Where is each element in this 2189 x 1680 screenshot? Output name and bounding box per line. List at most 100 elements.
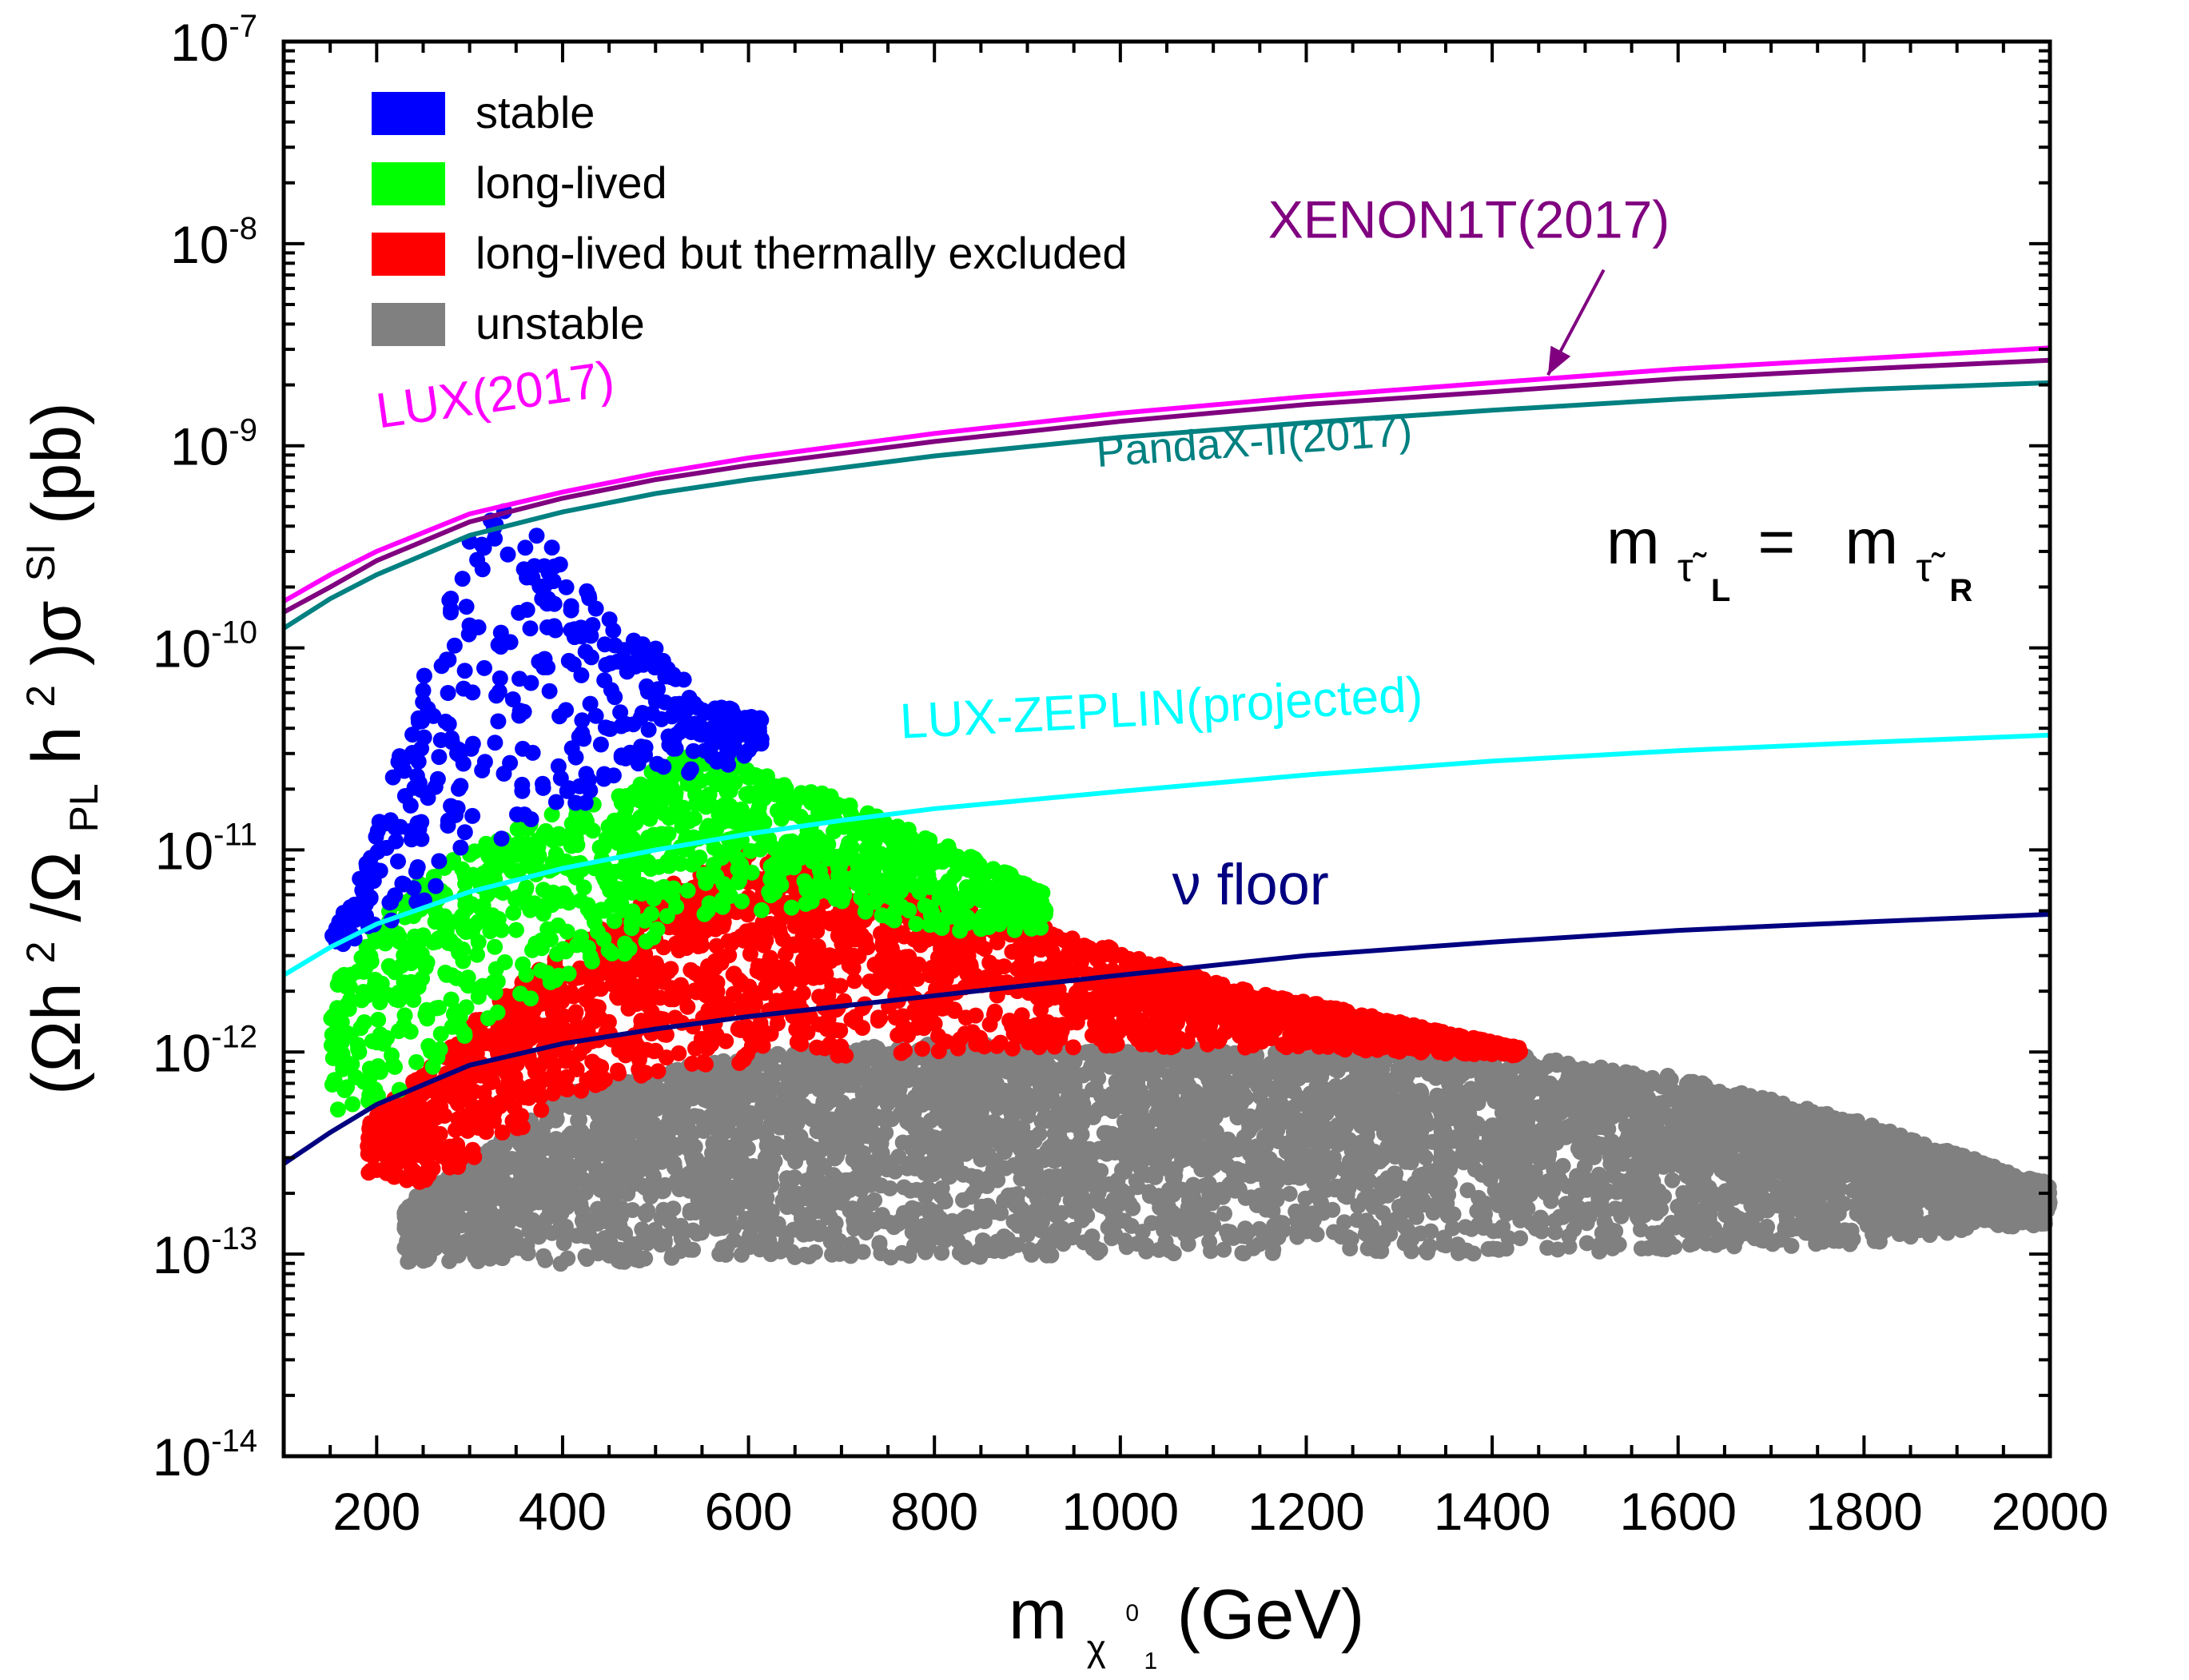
scatter-point: [465, 1228, 482, 1244]
scatter-point: [1081, 1062, 1098, 1079]
scatter-point: [1098, 1137, 1115, 1154]
scatter-point: [1931, 1211, 1947, 1228]
scatter-point: [718, 1246, 734, 1263]
scatter-point: [1872, 1209, 1889, 1226]
scatter-point: [1519, 1111, 1536, 1128]
scatter-point: [1598, 1203, 1614, 1220]
scatter-point: [552, 1256, 569, 1272]
scatter-point: [824, 1246, 840, 1263]
scatter-point: [1793, 1181, 1810, 1198]
scatter-point: [1317, 1120, 1334, 1137]
scatter-point: [1484, 1117, 1501, 1134]
scatter-point: [1512, 1212, 1529, 1228]
scatter-point: [865, 1164, 882, 1180]
scatter-point: [1215, 1188, 1232, 1205]
scatter-point: [707, 1100, 724, 1117]
scatter-point: [883, 1078, 899, 1095]
scatter-point: [1921, 1227, 1938, 1244]
scatter-point: [1730, 1210, 1747, 1227]
scatter-point: [1825, 1202, 1841, 1219]
scatter-point: [1338, 1175, 1355, 1191]
scatter-point: [547, 1208, 564, 1224]
scatter-point: [720, 1188, 737, 1205]
scatter-point: [790, 1113, 806, 1130]
scatter-point: [1429, 1184, 1446, 1200]
scatter-point: [1873, 1128, 1890, 1145]
scatter-point: [1578, 1235, 1595, 1252]
scatter-point: [1439, 1208, 1456, 1224]
scatter-point: [760, 1145, 777, 1161]
scatter-point: [1053, 1064, 1070, 1080]
scatter-point: [1270, 1133, 1287, 1149]
scatter-point: [1319, 1081, 1335, 1098]
scatter-point: [882, 1180, 898, 1196]
scatter-point: [1794, 1104, 1811, 1121]
scatter-point: [1695, 1222, 1712, 1239]
scatter-point: [1812, 1127, 1829, 1144]
scatter-point: [1092, 1242, 1108, 1259]
scatter-point: [1421, 1238, 1438, 1255]
scatter-point: [1569, 1109, 1586, 1125]
scatter-point: [1014, 1155, 1031, 1172]
scatter-point: [627, 1164, 644, 1181]
scatter-point: [1580, 1179, 1596, 1196]
scatter-point: [1538, 1058, 1555, 1075]
scatter-point: [577, 1248, 594, 1264]
scatter-point: [477, 1192, 494, 1208]
scatter-point: [501, 1197, 518, 1214]
scatter-point: [733, 1246, 750, 1263]
scatter-point: [1749, 1206, 1765, 1223]
scatter-point: [1521, 1057, 1538, 1073]
scatter-point: [1974, 1210, 1991, 1226]
scatter-point: [913, 1069, 929, 1086]
scatter-point: [1545, 1183, 1561, 1200]
scatter-point: [1171, 1218, 1188, 1235]
scatter-point: [850, 1156, 866, 1173]
scatter-point: [595, 1234, 612, 1251]
scatter-point: [1350, 1100, 1367, 1117]
scatter-point: [440, 1174, 457, 1191]
scatter-point: [814, 1097, 831, 1114]
scatter-point: [1561, 1228, 1578, 1244]
scatter-point: [788, 1200, 805, 1216]
scatter-point: [1375, 1232, 1391, 1249]
scatter-point: [1498, 1240, 1514, 1257]
scatter-point: [810, 1220, 827, 1236]
scatter-point: [1089, 1181, 1105, 1198]
scatter-point: [1753, 1179, 1770, 1196]
scatter-point: [667, 1077, 683, 1094]
scatter-point: [1180, 1236, 1196, 1252]
scatter-point: [745, 1124, 762, 1141]
scatter-point: [1115, 1164, 1132, 1180]
scatter-point: [2019, 1196, 2035, 1213]
scatter-point: [1865, 1168, 1882, 1184]
scatter-point: [1147, 1168, 1164, 1185]
scatter-point: [863, 1195, 880, 1212]
scatter-point: [830, 1080, 847, 1097]
scatter-point: [1756, 1101, 1773, 1117]
scatter-point: [1588, 1135, 1605, 1152]
scatter-point: [937, 1078, 953, 1095]
scatter-point: [868, 1131, 885, 1148]
scatter-point: [997, 1144, 1013, 1160]
scatter-point: [1687, 1077, 1704, 1094]
scatter-point: [571, 1111, 587, 1128]
scatter-point: [882, 1249, 899, 1266]
scatter-point: [1586, 1149, 1602, 1165]
scatter-point: [866, 1038, 882, 1055]
scatter-point: [1185, 1056, 1202, 1073]
scatter-point: [1165, 1245, 1182, 1262]
scatter-point: [1172, 1057, 1188, 1074]
scatter-point: [1886, 1203, 1903, 1220]
scatter-point: [1485, 1240, 1502, 1257]
scatter-point: [1831, 1232, 1848, 1249]
scatter-point: [1432, 1150, 1449, 1167]
scatter-point: [1160, 1204, 1176, 1220]
scatter-point: [917, 1233, 934, 1250]
scatter-point: [778, 1184, 794, 1201]
scatter-point: [1605, 1166, 1622, 1183]
scatter-point: [1224, 1050, 1240, 1067]
scatter-point: [845, 1077, 862, 1093]
scatter-point: [1845, 1182, 1861, 1199]
